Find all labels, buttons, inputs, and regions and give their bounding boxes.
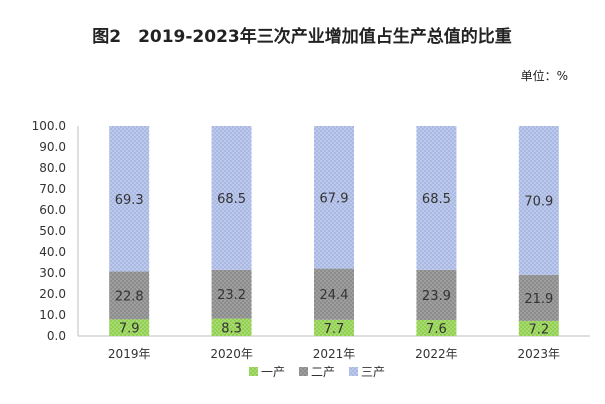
- x-axis: 2019年 2020年 2021年 2022年 2023年: [78, 335, 590, 361]
- bar-segment-primary: [211, 318, 252, 336]
- y-tick-label: 0.0: [47, 329, 66, 343]
- y-tick-label: 20.0: [39, 287, 66, 301]
- y-tick-label: 60.0: [39, 203, 66, 217]
- legend: 一产 二产 三产: [249, 365, 385, 379]
- bar-segment-secondary: [109, 271, 150, 320]
- bar-segment-secondary: [211, 269, 252, 319]
- data-label-primary: 7.2: [528, 322, 549, 337]
- y-tick-label: 10.0: [39, 308, 66, 322]
- data-label-secondary: 21.9: [524, 292, 553, 307]
- y-tick-label: 90.0: [39, 140, 66, 154]
- y-tick-label: 30.0: [39, 266, 66, 280]
- bar-segment-secondary: [314, 268, 354, 320]
- bar-segment-primary: [314, 319, 354, 336]
- data-label-primary: 7.7: [324, 322, 345, 337]
- x-tick-label: 2021年: [313, 347, 356, 361]
- bar-segment-tertiary: [518, 126, 559, 275]
- data-label-primary: 7.9: [119, 322, 140, 337]
- data-label-tertiary: 68.5: [217, 192, 246, 207]
- data-label-tertiary: 70.9: [524, 194, 553, 209]
- bar-segment-tertiary: [314, 126, 354, 269]
- data-label-tertiary: 68.5: [422, 192, 451, 207]
- data-label-secondary: 22.8: [115, 289, 144, 304]
- bar-segment-primary: [416, 320, 457, 336]
- y-tick-label: 40.0: [39, 245, 66, 259]
- legend-label-primary: 一产: [261, 365, 285, 379]
- y-tick-label: 70.0: [39, 182, 66, 196]
- bar-segment-primary: [518, 320, 559, 336]
- data-label-secondary: 23.2: [217, 288, 246, 303]
- legend-swatch-primary: [249, 367, 258, 376]
- data-label-tertiary: 69.3: [115, 193, 144, 208]
- legend-swatch-tertiary: [349, 367, 358, 376]
- y-tick-label: 50.0: [39, 224, 66, 238]
- bar-segment-tertiary: [416, 126, 457, 270]
- x-tick-label: 2022年: [415, 347, 458, 361]
- bar-segment-secondary: [518, 274, 559, 321]
- bar-segment-tertiary: [211, 126, 252, 270]
- legend-swatch-secondary: [299, 367, 308, 376]
- data-label-secondary: 24.4: [320, 288, 349, 303]
- data-label-primary: 8.3: [221, 321, 242, 336]
- y-tick-label: 100.0: [32, 119, 66, 133]
- bar-segment-primary: [109, 319, 150, 336]
- bar-segment-secondary: [416, 269, 457, 321]
- x-tick-label: 2023年: [518, 347, 561, 361]
- data-label-primary: 7.6: [426, 322, 447, 337]
- x-tick-label: 2020年: [210, 347, 253, 361]
- chart-title: 图2 2019-2023年三次产业增加值占生产总值的比重: [92, 26, 512, 47]
- bars-group: [109, 126, 559, 336]
- data-label-secondary: 23.9: [422, 289, 451, 304]
- legend-label-secondary: 二产: [311, 365, 335, 379]
- y-axis: 0.0 10.0 20.0 30.0 40.0 50.0 60.0 70.0 80.0 90.0 1…: [32, 119, 79, 343]
- value-labels-group: 7.9 22.8 69.3 8.3 23.2 68.5 7.7 24.4 67.9 7.6 23.9…: [115, 191, 554, 337]
- x-tick-label: 2019年: [108, 347, 151, 361]
- data-label-tertiary: 67.9: [320, 191, 349, 206]
- unit-label: 单位：%: [521, 68, 568, 83]
- legend-label-tertiary: 三产: [361, 365, 385, 379]
- y-tick-label: 80.0: [39, 161, 66, 175]
- bar-segment-tertiary: [109, 126, 150, 272]
